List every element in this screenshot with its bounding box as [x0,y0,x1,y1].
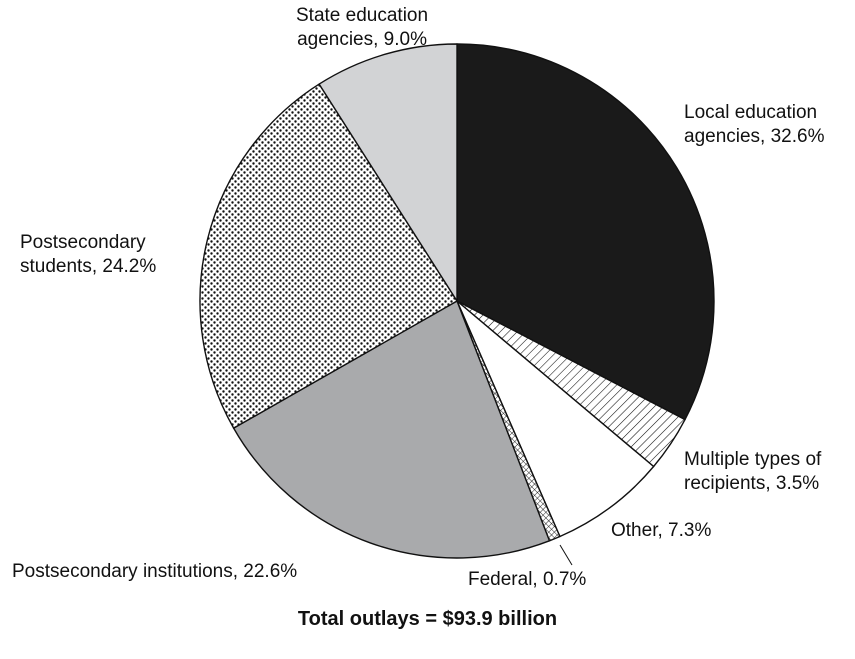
slice-label-federal: Federal, 0.7% [468,569,587,590]
federal-leader-line [559,544,573,566]
pie-chart [199,43,715,566]
slice-label-institutions: Postsecondary institutions, 22.6% [12,561,298,582]
pie-slice-state [318,43,458,302]
pie-slice-other [456,300,655,538]
slice-label-other: Other, 7.3% [611,520,712,541]
pie-slices [199,43,715,559]
pie-slice-local [456,43,715,421]
pie-slice-institutions [232,300,551,559]
pie-slice-students [199,83,458,429]
slice-label-multiple: Multiple types of recipients, 3.5% [684,449,822,494]
slice-label-local: Local education agencies, 32.6% [684,102,825,147]
slice-label-students: Postsecondary students, 24.2% [20,232,157,277]
slice-label-state: State education agencies, 9.0% [296,5,429,50]
chart-caption: Total outlays = $93.9 billion [297,608,558,630]
